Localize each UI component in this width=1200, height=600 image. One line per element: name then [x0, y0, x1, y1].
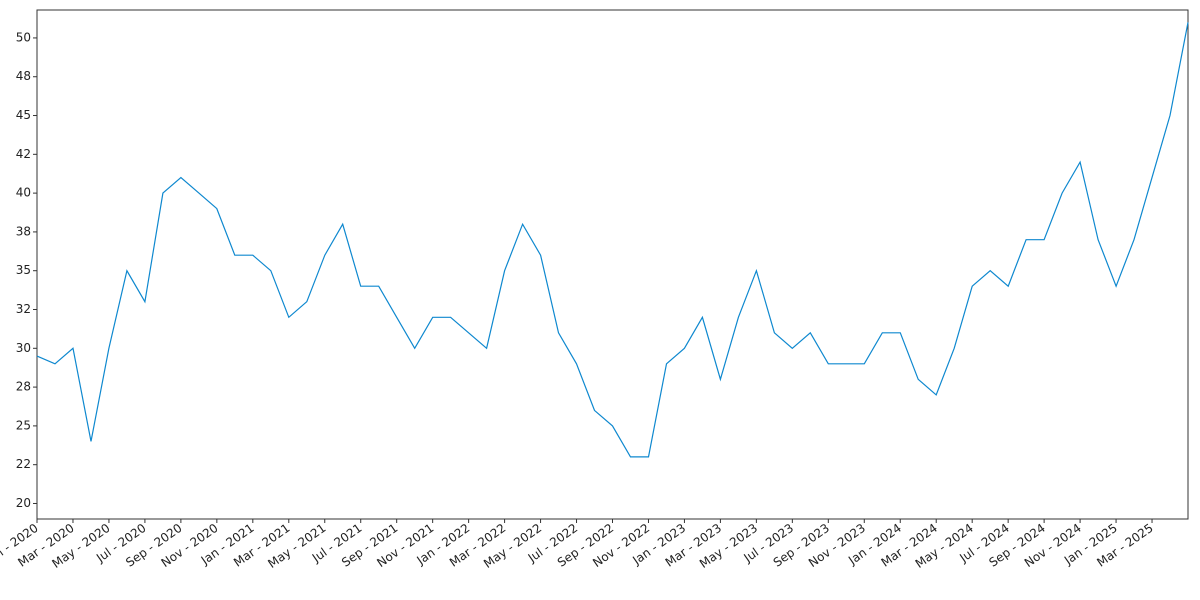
y-tick-label: 48 — [16, 69, 31, 83]
line-series — [36, 22, 1189, 458]
y-tick-label: 40 — [16, 186, 31, 200]
plot-frame — [36, 9, 1189, 520]
y-tick-label: 42 — [16, 147, 31, 161]
y-tick-label: 20 — [16, 496, 31, 510]
y-tick-label: 38 — [16, 224, 31, 238]
y-tick-label: 28 — [16, 380, 31, 394]
y-tick-label: 32 — [16, 302, 31, 316]
y-tick-label: 22 — [16, 457, 31, 471]
y-tick-label: 25 — [16, 418, 31, 432]
y-tick-label: 50 — [16, 30, 31, 44]
y-tick-label: 45 — [16, 108, 31, 122]
y-tick-label: 30 — [16, 341, 31, 355]
y-tick-label: 35 — [16, 263, 31, 277]
